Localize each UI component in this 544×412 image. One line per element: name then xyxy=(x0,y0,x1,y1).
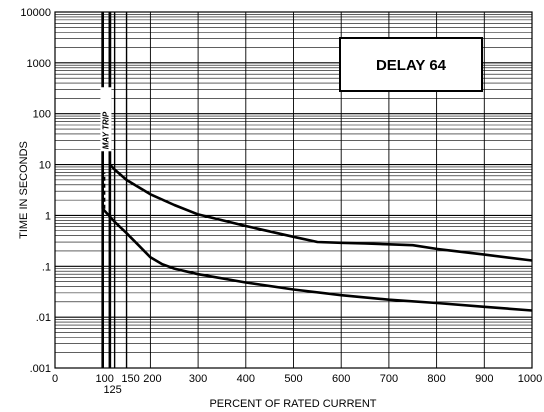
x-tick-labels: 0 100 150 200 300 400 500 600 700 800 900 1000 125 xyxy=(52,373,542,396)
y-axis-label: TIME IN SECONDS xyxy=(18,141,30,239)
x-tick-label: 0 xyxy=(52,373,58,385)
y-tick-label: 1000 xyxy=(27,58,51,70)
y-tick-label: 10000 xyxy=(20,7,51,19)
annotations: MAY TRIP xyxy=(100,87,112,152)
annotation-group: MAY TRIP xyxy=(100,87,112,152)
legend-box: DELAY 64 xyxy=(339,37,483,92)
x-tick-label: 300 xyxy=(189,373,207,385)
annotation-background xyxy=(100,87,112,152)
legend-label: DELAY 64 xyxy=(376,57,447,74)
x-tick-label: 125 xyxy=(103,384,121,396)
x-tick-label: 800 xyxy=(427,373,445,385)
x-tick-label: 700 xyxy=(380,373,398,385)
x-tick-label: 900 xyxy=(475,373,493,385)
x-tick-label: 500 xyxy=(284,373,302,385)
y-tick-label: 100 xyxy=(33,109,51,121)
y-tick-label: 10 xyxy=(39,160,51,172)
x-axis-label: PERCENT OF RATED CURRENT xyxy=(209,398,376,410)
series-line-2 xyxy=(101,207,533,312)
x-tick-label: 400 xyxy=(237,373,255,385)
x-tick-label: 600 xyxy=(332,373,350,385)
y-tick-labels: .001 .01 .1 1 10 100 1000 10000 xyxy=(20,7,51,375)
y-tick-label: .001 xyxy=(30,363,51,375)
y-tick-label: 1 xyxy=(45,210,51,222)
x-tick-label: 100 xyxy=(96,373,114,385)
y-tick-label: .1 xyxy=(42,261,51,273)
annotation-text: MAY TRIP xyxy=(101,111,110,149)
y-tick-label: .01 xyxy=(36,312,51,324)
x-tick-label: 150 xyxy=(121,373,139,385)
legend-frame xyxy=(339,37,483,92)
x-tick-label: 200 xyxy=(143,373,161,385)
x-tick-label: 1000 xyxy=(518,373,542,385)
series-line-1 xyxy=(108,163,533,262)
